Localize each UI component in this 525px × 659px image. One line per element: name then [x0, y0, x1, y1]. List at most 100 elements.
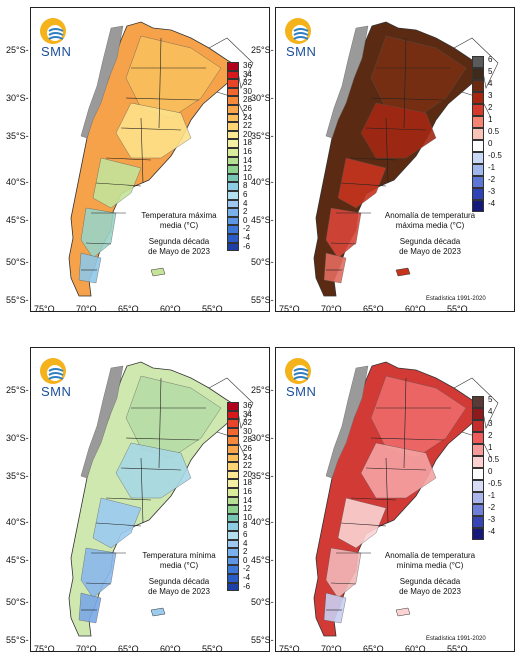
legend-label: 2 [488, 431, 493, 440]
legend-label: -3 [488, 187, 496, 196]
longitude-label: 75°O [279, 304, 300, 314]
legend-label: 24 [243, 112, 252, 122]
legend-swatch [227, 122, 239, 131]
map-title: Anomalía de temperatura mínima media (°C)… [380, 551, 480, 597]
latitude-label: 55°S- [251, 635, 274, 645]
province-border [105, 497, 152, 501]
legend-label: -2 [243, 564, 251, 574]
legend-label: -1 [488, 163, 496, 172]
andes-relief [80, 365, 124, 479]
longitude-label: 60°O [405, 304, 426, 314]
andes-relief [325, 25, 369, 139]
legend-label: 4 [488, 407, 493, 416]
longitude-label: 55°O [202, 304, 223, 314]
legend-label: 14 [243, 495, 252, 505]
legend-label: 0 [243, 215, 248, 225]
legend-swatch [227, 96, 239, 105]
isoline-band [360, 442, 437, 499]
legend-swatch [227, 242, 239, 252]
legend-label: -4 [488, 527, 496, 536]
legend-label: -3 [488, 515, 496, 524]
legend-swatch [472, 128, 484, 140]
legend-swatch [472, 104, 484, 116]
map-title: Temperatura máxima media (°C) Segunda déca… [129, 211, 229, 257]
legend-label: 8 [243, 521, 248, 531]
province-border [385, 457, 389, 524]
islands [150, 607, 166, 617]
legend-label: -2 [243, 224, 251, 234]
province-border [350, 497, 397, 501]
legend-label: 2 [488, 103, 493, 112]
province-border [95, 182, 142, 187]
longitude-label: 70°O [76, 304, 97, 314]
isoline-band [115, 102, 192, 159]
province-border [370, 97, 445, 101]
map-canvas [313, 21, 499, 297]
stats-note: Estadística 1991-2020 [426, 636, 486, 642]
legend-label: 6 [243, 530, 248, 539]
sun-wave-icon [285, 358, 311, 384]
legend-label: -6 [243, 581, 251, 591]
period-line-1: Segunda década [148, 577, 210, 586]
legend-swatch [227, 531, 239, 540]
legend-label: 22 [243, 461, 252, 471]
legend-label: 26 [243, 444, 252, 453]
latitude-label: 40°S- [6, 177, 29, 187]
longitude-label: 70°O [76, 644, 97, 654]
province-border [158, 377, 162, 469]
latitude-label: 25°S- [6, 45, 29, 55]
legend-label: -4 [243, 573, 251, 582]
legend-label: 0.5 [488, 127, 500, 136]
neighbour-border [208, 377, 254, 429]
legend-label: 6 [243, 190, 248, 199]
latitude-label: 25°S- [251, 45, 274, 55]
smn-logo [35, 354, 87, 402]
legend-swatch [227, 522, 239, 531]
map-canvas [68, 361, 254, 637]
andes-relief [80, 25, 124, 139]
longitude-label: 60°O [405, 644, 426, 654]
legend-swatch [227, 62, 239, 71]
legend-label: -1 [488, 491, 496, 500]
legend-label: 8 [243, 181, 248, 191]
latitude-label: 30°S- [251, 93, 274, 103]
province-border [120, 467, 182, 471]
longitude-label: 75°O [34, 304, 55, 314]
legend-swatch [227, 182, 239, 191]
legend-swatch [472, 140, 484, 152]
period-line-1: Segunda década [399, 577, 461, 586]
legend-swatch [227, 479, 239, 488]
longitude-label: 70°O [321, 304, 342, 314]
isoline-band [370, 35, 467, 119]
isoline-band [323, 252, 347, 284]
latitude-label: 35°S- [251, 471, 274, 481]
legend-swatch [472, 56, 484, 68]
legend-label: 34 [243, 69, 252, 79]
legend-swatch [227, 556, 239, 566]
isoline-band [80, 207, 117, 259]
latitude-label: 45°S- [6, 555, 29, 565]
province-border [140, 457, 144, 524]
longitude-label: 65°O [118, 644, 139, 654]
latitude-label: 40°S- [251, 517, 274, 527]
period-line-1: Segunda década [399, 237, 461, 246]
latitude-label: 50°S- [251, 597, 274, 607]
map-canvas [313, 361, 499, 637]
legend-label: 0.5 [488, 455, 500, 464]
isoline-band [125, 375, 222, 459]
latitude-label: 50°S- [251, 257, 274, 267]
legend-swatch [227, 470, 239, 480]
logo-text: SMN [41, 384, 72, 399]
legend-label: 10 [243, 512, 252, 522]
smn-logo [35, 14, 87, 62]
legend-label: 2 [243, 547, 248, 557]
isoline-band [325, 547, 362, 599]
legend-swatch [472, 504, 484, 516]
province-border [105, 157, 152, 161]
longitude-label: 60°O [160, 304, 181, 314]
title-line-1: Temperatura máxima [141, 211, 217, 220]
province-border [330, 582, 357, 585]
legend-label: 20 [243, 129, 252, 139]
legend-swatch [227, 225, 239, 234]
title-line-1: Anomalía de temperatura [384, 211, 476, 220]
